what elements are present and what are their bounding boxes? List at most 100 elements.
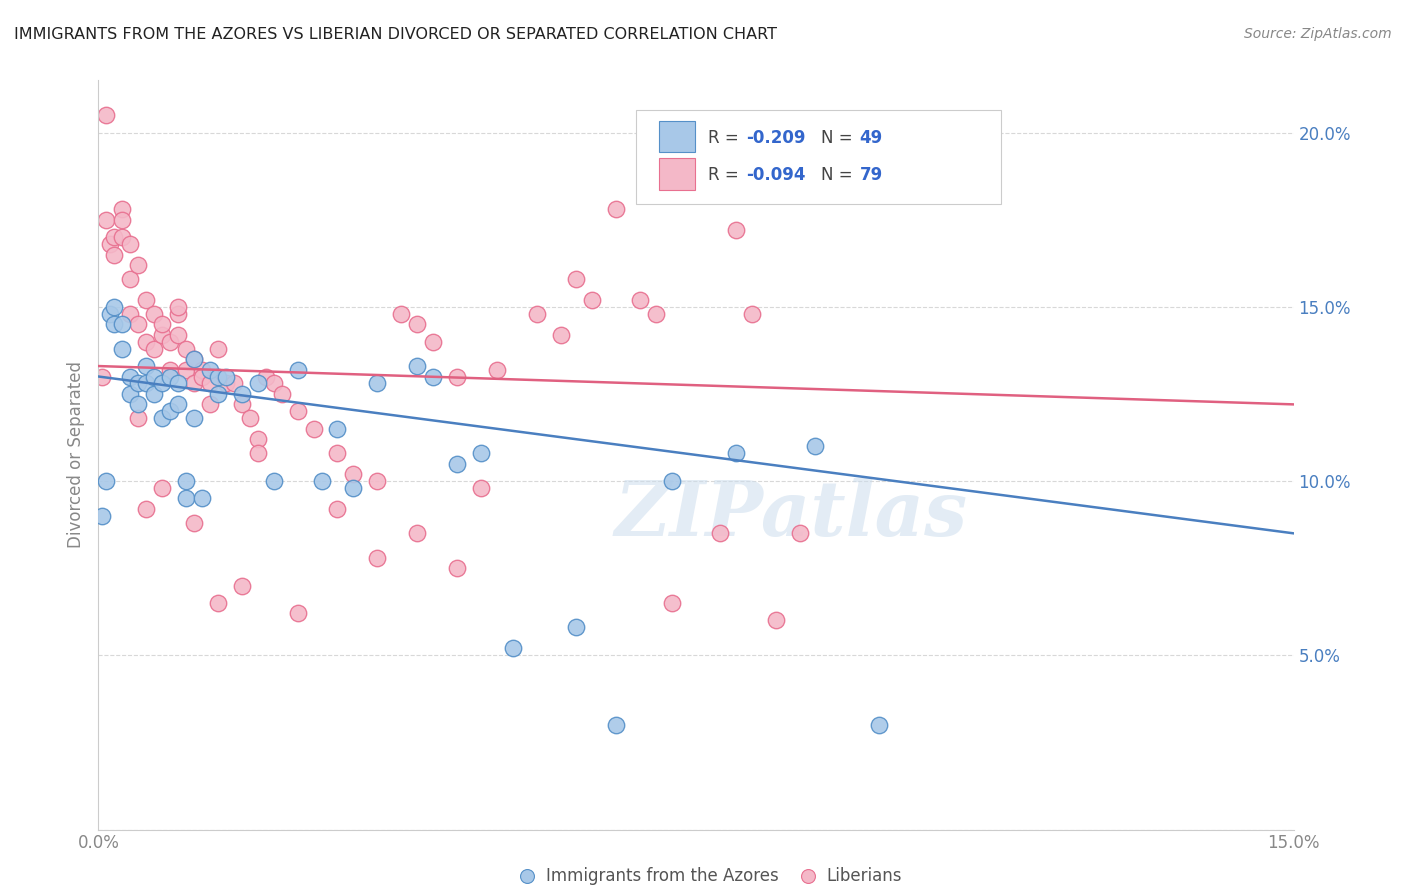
Point — [111, 342, 134, 356]
Point — [406, 359, 429, 373]
Point — [159, 334, 181, 349]
Point — [246, 446, 269, 460]
Point — [326, 446, 349, 460]
Point — [287, 362, 309, 376]
Point — [167, 327, 190, 342]
Point — [143, 342, 166, 356]
Point — [103, 247, 125, 261]
Text: -0.094: -0.094 — [747, 167, 806, 185]
Point — [661, 474, 683, 488]
FancyBboxPatch shape — [659, 120, 695, 153]
Point — [502, 641, 524, 656]
Point — [302, 422, 325, 436]
Point — [167, 397, 190, 411]
Point — [526, 307, 548, 321]
Point — [98, 237, 122, 252]
Point — [342, 467, 364, 481]
Point — [765, 614, 787, 628]
Point — [167, 300, 190, 314]
Point — [270, 387, 292, 401]
Point — [366, 550, 388, 565]
Text: N =: N = — [821, 167, 858, 185]
Point — [661, 596, 683, 610]
Point — [215, 369, 238, 384]
Text: N =: N = — [821, 129, 858, 147]
Point — [127, 397, 149, 411]
Point — [406, 526, 429, 541]
Point — [174, 474, 197, 488]
Point — [183, 376, 205, 391]
Point — [724, 446, 747, 460]
Point — [366, 376, 388, 391]
Point — [470, 446, 492, 460]
Point — [103, 317, 125, 331]
Point — [565, 620, 588, 634]
Point — [287, 607, 309, 621]
Point — [150, 327, 173, 342]
Point — [741, 307, 763, 321]
Point — [446, 457, 468, 471]
Point — [111, 230, 134, 244]
Point — [135, 293, 157, 307]
Point — [215, 376, 238, 391]
Point — [120, 237, 142, 252]
Point — [98, 307, 122, 321]
Point — [183, 411, 205, 425]
Point — [605, 202, 627, 217]
Point — [135, 334, 157, 349]
Point — [96, 108, 118, 122]
Point — [470, 481, 492, 495]
Point — [103, 300, 125, 314]
Point — [159, 404, 181, 418]
Point — [581, 293, 603, 307]
Text: R =: R = — [709, 129, 744, 147]
Point — [135, 359, 157, 373]
Point — [159, 369, 181, 384]
Point — [198, 397, 221, 411]
Text: ZIPatlas: ZIPatlas — [614, 478, 969, 552]
Point — [150, 317, 173, 331]
Point — [198, 376, 221, 391]
Point — [127, 258, 149, 272]
FancyBboxPatch shape — [659, 158, 695, 190]
Point — [868, 718, 890, 732]
Point — [422, 369, 444, 384]
Point — [167, 376, 190, 391]
Point — [207, 596, 229, 610]
Point — [565, 272, 588, 286]
Point — [183, 352, 205, 367]
Point — [550, 327, 572, 342]
Point — [143, 387, 166, 401]
Point — [191, 491, 214, 506]
Point — [389, 307, 412, 321]
Point — [246, 432, 269, 446]
Point — [326, 502, 349, 516]
Point — [191, 362, 214, 376]
Point — [645, 307, 668, 321]
Point — [143, 307, 166, 321]
Text: 49: 49 — [859, 129, 883, 147]
Point — [111, 202, 134, 217]
Point — [246, 376, 269, 391]
Point — [120, 272, 142, 286]
Point — [207, 369, 229, 384]
Point — [120, 307, 142, 321]
Point — [311, 474, 333, 488]
Point — [231, 397, 253, 411]
Point — [222, 376, 245, 391]
Point — [103, 230, 125, 244]
Point — [183, 352, 205, 367]
Point — [254, 369, 277, 384]
Point — [628, 293, 651, 307]
Text: Immigrants from the Azores: Immigrants from the Azores — [546, 867, 779, 885]
Point — [159, 362, 181, 376]
Text: Liberians: Liberians — [827, 867, 903, 885]
Point — [446, 369, 468, 384]
Point — [789, 526, 811, 541]
Point — [685, 161, 707, 175]
Point — [406, 317, 429, 331]
Point — [127, 411, 149, 425]
Point — [143, 369, 166, 384]
Point — [120, 369, 142, 384]
Point — [207, 342, 229, 356]
